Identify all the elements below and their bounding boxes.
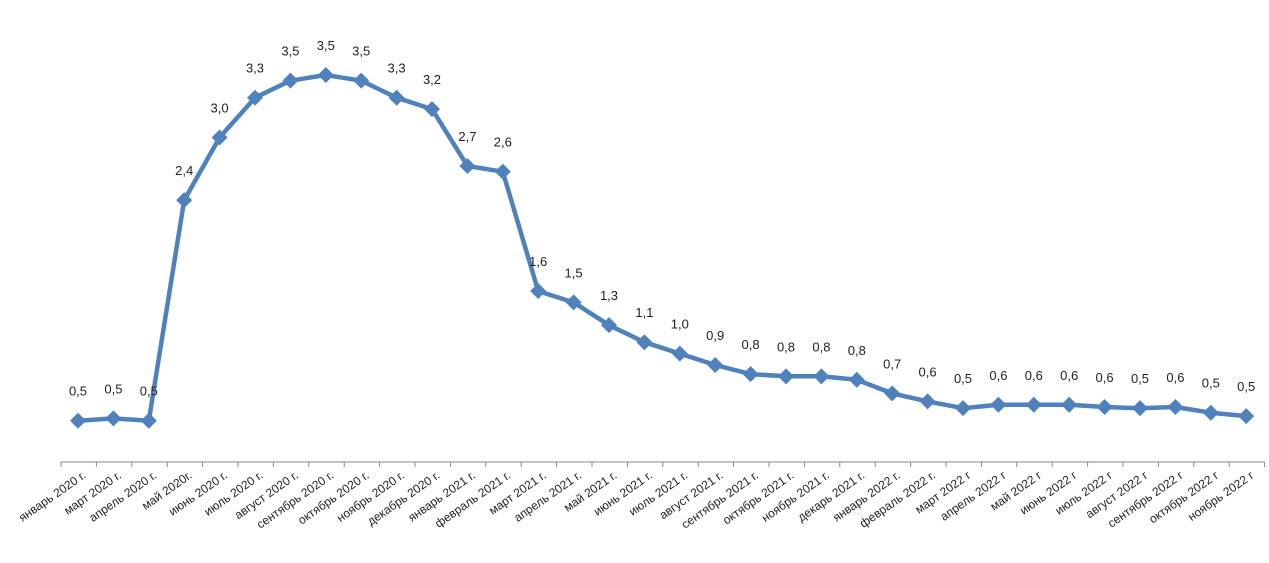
data-label: 1,1 xyxy=(635,305,653,320)
data-point xyxy=(813,368,830,385)
data-point xyxy=(955,400,971,417)
data-point xyxy=(1202,404,1219,421)
data-point xyxy=(388,89,405,106)
data-label: 2,4 xyxy=(175,163,193,178)
data-label: 0,5 xyxy=(140,384,158,399)
data-label: 3,3 xyxy=(246,61,264,76)
data-label: 0,8 xyxy=(777,339,795,354)
data-point xyxy=(530,283,547,300)
data-point xyxy=(282,72,299,89)
data-point xyxy=(317,67,334,83)
data-label: 0,6 xyxy=(1025,368,1043,383)
data-point xyxy=(1167,399,1184,416)
data-label: 0,5 xyxy=(1131,371,1149,386)
data-label: 1,0 xyxy=(671,317,689,332)
data-label: 0,5 xyxy=(104,381,122,396)
data-point xyxy=(990,396,1007,413)
data-label: 0,8 xyxy=(848,343,866,358)
data-label: 2,7 xyxy=(458,129,476,144)
data-point xyxy=(459,157,476,174)
data-label: 0,8 xyxy=(812,339,830,354)
data-label: 3,5 xyxy=(352,44,370,59)
data-label: 3,5 xyxy=(281,44,299,59)
data-label: 0,7 xyxy=(883,356,901,371)
data-point xyxy=(671,345,688,362)
data-label: 0,6 xyxy=(1166,370,1184,385)
data-label: 0,8 xyxy=(742,337,760,352)
data-point xyxy=(140,412,157,429)
data-point xyxy=(707,356,724,373)
data-point xyxy=(105,410,122,427)
data-label: 0,5 xyxy=(69,384,87,399)
data-label: 3,5 xyxy=(317,38,335,53)
data-label: 0,6 xyxy=(1096,370,1114,385)
x-axis xyxy=(60,461,1266,467)
data-label: 1,5 xyxy=(565,265,583,280)
data-label: 0,5 xyxy=(1237,379,1255,394)
data-label: 0,6 xyxy=(989,368,1007,383)
data-point xyxy=(211,129,228,146)
data-point xyxy=(176,192,193,209)
data-point xyxy=(778,368,794,385)
data-point xyxy=(601,317,617,334)
data-label: 3,2 xyxy=(423,72,441,87)
data-point xyxy=(742,366,759,383)
data-point xyxy=(1096,399,1113,416)
data-point xyxy=(919,393,936,410)
data-point xyxy=(1238,408,1255,425)
data-point xyxy=(70,412,86,429)
data-label: 0,6 xyxy=(919,364,937,379)
data-point xyxy=(247,89,263,106)
data-label-layer: 0,5 0,5 0,5 2,4 3,0 3,3 3,5 3,5 3,5 3,3 3,2 2,7 2,6 1… xyxy=(69,38,1255,399)
data-point-layer xyxy=(70,67,1255,429)
data-label: 0,6 xyxy=(1060,368,1078,383)
data-point xyxy=(848,371,865,388)
data-label: 0,5 xyxy=(1202,376,1220,391)
data-point xyxy=(1025,396,1042,413)
data-point xyxy=(424,101,440,118)
data-label: 3,0 xyxy=(211,101,229,116)
series-line-layer xyxy=(77,72,1247,423)
data-label: 3,3 xyxy=(388,61,406,76)
x-tick-label-layer: январь 2020 г.март 2020 г.апрель 2020 г.… xyxy=(16,468,1257,532)
data-point xyxy=(1061,396,1078,413)
series-line xyxy=(77,72,1247,423)
data-point xyxy=(494,163,511,180)
data-label: 1,3 xyxy=(600,288,618,303)
data-label: 0,9 xyxy=(706,328,724,343)
data-point xyxy=(1132,400,1148,417)
data-label: 2,6 xyxy=(494,135,512,150)
data-point xyxy=(353,72,370,89)
data-point xyxy=(565,294,582,311)
data-point xyxy=(636,334,653,351)
data-point xyxy=(884,385,901,402)
data-label: 1,6 xyxy=(529,254,547,269)
data-label: 0,5 xyxy=(954,371,972,386)
